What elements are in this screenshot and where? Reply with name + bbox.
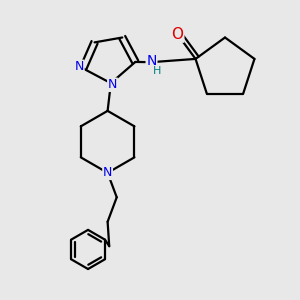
Text: N: N: [108, 78, 117, 91]
Text: H: H: [153, 66, 162, 76]
Text: N: N: [103, 166, 112, 179]
Text: N: N: [146, 53, 157, 68]
Text: O: O: [172, 27, 184, 42]
Text: N: N: [75, 60, 84, 73]
